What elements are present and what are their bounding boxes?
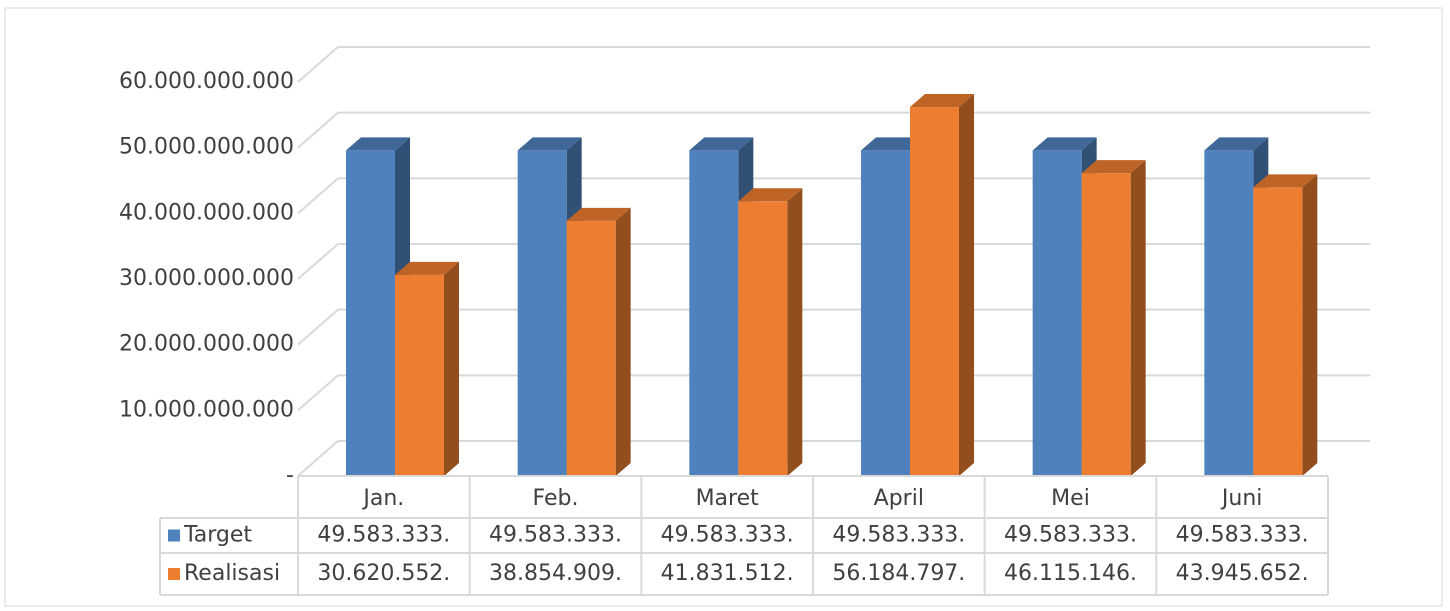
y-tick-label: 10.000.000.000 (119, 397, 294, 422)
y-tick-label: - (286, 463, 294, 488)
grid-line-side (297, 374, 339, 412)
bar-side (1302, 174, 1318, 476)
grid-line-side (297, 243, 339, 280)
bar-top (395, 261, 459, 275)
table-value: 30.620.552. (317, 561, 450, 586)
table-value: 38.854.909. (489, 561, 622, 586)
bar (861, 150, 910, 476)
table-value: 49.583.333. (489, 523, 622, 548)
x-tick-label: Feb. (533, 486, 579, 511)
table-value: 41.831.512. (661, 561, 794, 586)
y-tick-label: 30.000.000.000 (119, 266, 294, 291)
table-value: 46.115.146. (1004, 561, 1137, 586)
x-tick-label: Mei (1051, 486, 1090, 511)
table-value: 49.583.333. (832, 523, 965, 548)
legend-key (168, 529, 180, 542)
bar-top (689, 137, 754, 151)
x-tick-label: Jan. (361, 486, 404, 511)
grid-line-side (297, 440, 339, 477)
bar (566, 220, 616, 476)
x-tick-label: Juni (1220, 486, 1263, 511)
bar (1204, 150, 1254, 476)
bar (738, 201, 788, 477)
bar-top (517, 137, 582, 151)
bar-top (346, 137, 410, 151)
y-tick-label: 60.000.000.000 (119, 69, 294, 94)
bar-top (1204, 137, 1269, 151)
y-tick-label: 20.000.000.000 (119, 332, 294, 357)
bar-top (861, 137, 925, 151)
bar-top (1081, 160, 1146, 174)
legend-label: Target (183, 523, 252, 548)
bar-top (910, 94, 974, 108)
legend-key (168, 568, 180, 580)
table-value: 49.583.333. (317, 523, 450, 548)
bar-side (444, 261, 459, 476)
grid-line-side (297, 111, 339, 149)
bar-side (787, 188, 803, 477)
bar (517, 150, 567, 476)
grid-line-side (297, 177, 339, 215)
bar (910, 107, 959, 477)
bar-top (566, 207, 631, 221)
x-tick-label: April (874, 486, 924, 511)
grid-line-side (297, 308, 339, 346)
y-tick-label: 40.000.000.000 (119, 200, 294, 225)
bar (1081, 173, 1131, 477)
table-value: 49.583.333. (661, 523, 794, 548)
legend-label: Realisasi (184, 561, 280, 586)
table-value: 43.945.652. (1176, 561, 1309, 586)
table-value: 56.184.797. (832, 561, 965, 586)
bar-top (1253, 174, 1318, 188)
grid-line-side (297, 46, 339, 83)
y-tick-label: 50.000.000.000 (119, 135, 294, 160)
x-tick-label: Maret (696, 486, 760, 511)
bar (395, 274, 444, 476)
bar-top (1032, 137, 1097, 151)
bar (689, 150, 739, 476)
table-value: 49.583.333. (1176, 523, 1309, 548)
table-value: 49.583.333. (1004, 523, 1137, 548)
bar-side (1130, 160, 1146, 476)
bar-top (738, 188, 803, 202)
bar (1253, 187, 1303, 476)
bar (346, 150, 395, 476)
bar-side (615, 207, 631, 476)
bar-side (959, 94, 974, 477)
bar (1032, 150, 1082, 476)
